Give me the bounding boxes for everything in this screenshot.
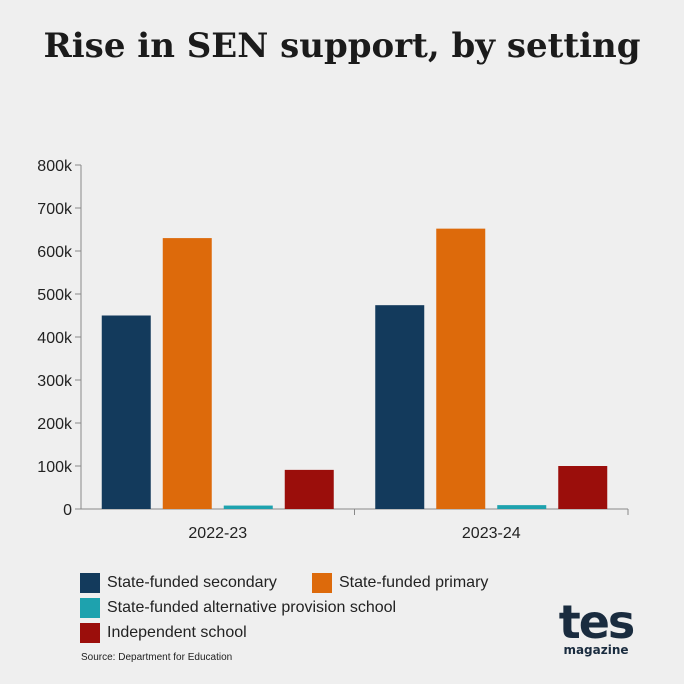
bar-2022-23-3 [284,469,334,509]
legend-swatch-independent [80,622,100,643]
legend-item-alternative-provision: State-funded alternative provision schoo… [80,595,488,620]
legend-item-independent: Independent school [80,620,488,645]
legend-row: State-funded secondary State-funded prim… [80,570,488,595]
y-tick-label: 0 [63,502,72,519]
y-tick-label: 500k [37,287,73,304]
bar-2022-23-0 [101,315,151,509]
tes-magazine-logo: tes magazine [556,595,636,657]
source-note: Source: Department for Education [81,652,233,663]
y-tick-label: 600k [37,244,73,261]
bar-chart: 0 100k 200k 300k 400k 500k 600k 700k 800k 2022-23… [37,158,629,542]
legend-item-secondary: State-funded secondary [80,570,312,595]
y-tick-label: 200k [37,416,73,433]
logo-subtitle: magazine [563,643,629,657]
legend-swatch-alternative-provision [80,597,100,618]
bar-2023-24-2 [497,505,547,509]
legend: State-funded secondary State-funded prim… [80,570,488,645]
logo-wordmark: tes [558,595,636,649]
bar-2022-23-2 [223,505,273,509]
y-tick-label: 400k [37,330,73,347]
legend-swatch-primary [312,572,332,593]
chart-title: Rise in SEN support, by setting [43,26,641,66]
y-tick-label: 800k [37,158,73,175]
y-tick-label: 100k [37,459,73,476]
y-tick-label: 300k [37,373,73,390]
legend-label-independent: Independent school [107,623,247,641]
x-tick-label: 2023-24 [462,525,521,542]
legend-label-secondary: State-funded secondary [107,573,277,591]
y-tick-label: 700k [37,201,73,218]
bar-2023-24-3 [558,466,608,509]
legend-label-primary: State-funded primary [339,573,489,591]
bar-2023-24-0 [375,305,425,509]
legend-item-primary: State-funded primary [312,570,488,595]
bar-2023-24-1 [436,228,486,509]
bar-2022-23-1 [162,238,212,509]
x-tick-label: 2022-23 [188,525,247,542]
legend-label-alternative-provision: State-funded alternative provision schoo… [107,598,397,616]
legend-swatch-secondary [80,572,100,593]
